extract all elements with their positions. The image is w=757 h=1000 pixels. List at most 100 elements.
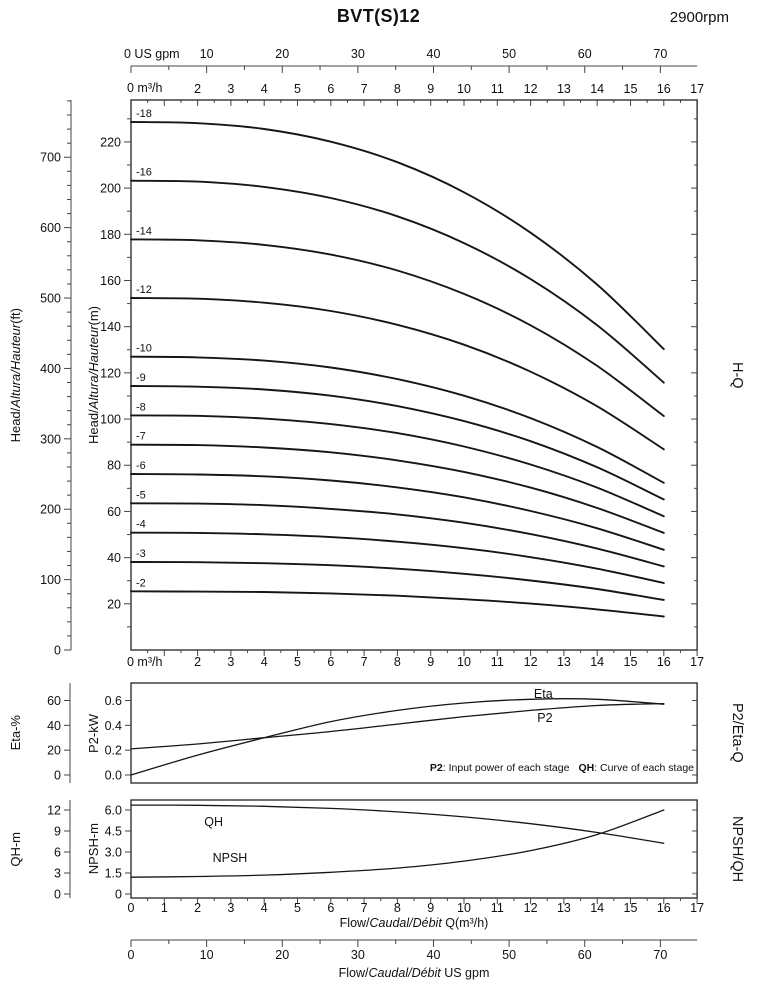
hq-curve-stage-6 xyxy=(130,473,665,551)
svg-text:40: 40 xyxy=(427,948,441,962)
svg-text:6: 6 xyxy=(54,846,61,860)
svg-text:5: 5 xyxy=(294,655,301,669)
svg-text:17: 17 xyxy=(690,901,704,915)
svg-text:3: 3 xyxy=(227,901,234,915)
svg-text:9: 9 xyxy=(54,825,61,839)
svg-text:10: 10 xyxy=(200,948,214,962)
p2-curve xyxy=(130,702,665,750)
stage-label--2: -2 xyxy=(136,577,146,589)
note-p2-desc: : Input power of each stage xyxy=(442,762,570,774)
svg-text:10: 10 xyxy=(200,47,214,61)
panel-label-hq: H-Q xyxy=(729,361,745,389)
svg-text:7: 7 xyxy=(361,82,368,96)
svg-text:0.6: 0.6 xyxy=(105,694,122,708)
npsh-curve xyxy=(130,809,665,878)
svg-text:0: 0 xyxy=(115,888,122,902)
svg-text:6.0: 6.0 xyxy=(105,804,122,818)
svg-text:400: 400 xyxy=(40,362,61,376)
svg-text:8: 8 xyxy=(394,82,401,96)
axis-title-eta: Eta-% xyxy=(7,715,23,751)
svg-text:180: 180 xyxy=(100,228,121,242)
rpm-label: 2900rpm xyxy=(669,9,729,26)
hq-curve-stage-16 xyxy=(130,179,665,384)
svg-text:16: 16 xyxy=(657,82,671,96)
svg-text:700: 700 xyxy=(40,151,61,165)
svg-text:80: 80 xyxy=(107,459,121,473)
gpm-zero-label: 0 US gpm xyxy=(124,47,180,61)
svg-text:4: 4 xyxy=(261,655,268,669)
svg-text:5: 5 xyxy=(294,82,301,96)
note-qh-desc: : Curve of each stage xyxy=(594,762,694,774)
eta-curve-label: Eta xyxy=(534,687,553,701)
svg-text:20: 20 xyxy=(275,948,289,962)
svg-text:0: 0 xyxy=(54,644,61,658)
svg-text:0: 0 xyxy=(54,888,61,902)
svg-text:3.0: 3.0 xyxy=(105,846,122,860)
hq-curve-stage-7 xyxy=(130,443,665,534)
hq-curve-stage-18 xyxy=(130,121,665,351)
stage-label--16: -16 xyxy=(136,167,152,179)
svg-text:6: 6 xyxy=(327,901,334,915)
svg-text:60: 60 xyxy=(578,948,592,962)
svg-text:6: 6 xyxy=(327,82,334,96)
svg-text:20: 20 xyxy=(275,47,289,61)
hq-plot: 20 40 60 80 100 120 140 160 180 200 220 0 100 200 300 4… xyxy=(40,99,704,669)
svg-text:40: 40 xyxy=(47,719,61,733)
m3h-zero-top-label: 0 m³/h xyxy=(127,81,163,95)
hq-curve-stage-3 xyxy=(130,561,665,601)
hq-curve-stage-9 xyxy=(130,385,665,501)
stage-label--14: -14 xyxy=(136,225,152,237)
svg-text:0: 0 xyxy=(128,901,135,915)
svg-text:6: 6 xyxy=(327,655,334,669)
svg-text:3: 3 xyxy=(54,867,61,881)
svg-text:9: 9 xyxy=(427,655,434,669)
svg-text:16: 16 xyxy=(657,655,671,669)
svg-text:3: 3 xyxy=(227,655,234,669)
svg-text:12: 12 xyxy=(524,655,538,669)
note-qh-term: QH xyxy=(578,762,595,774)
axis-title-flow-gpm: Flow/Caudal/Débit US gpm xyxy=(338,966,490,980)
svg-text:500: 500 xyxy=(40,292,61,306)
svg-text:15: 15 xyxy=(624,82,638,96)
page-title: BVT(S)12 xyxy=(336,6,421,26)
svg-text:200: 200 xyxy=(100,182,121,196)
svg-text:50: 50 xyxy=(502,948,516,962)
svg-text:4: 4 xyxy=(261,82,268,96)
svg-text:1: 1 xyxy=(161,901,168,915)
svg-text:120: 120 xyxy=(100,366,121,380)
svg-text:2: 2 xyxy=(194,655,201,669)
svg-text:300: 300 xyxy=(40,432,61,446)
p2-curve-label: P2 xyxy=(537,711,552,725)
svg-text:2: 2 xyxy=(194,901,201,915)
stage-label--5: -5 xyxy=(136,489,146,501)
stage-label--12: -12 xyxy=(136,284,152,296)
svg-text:4: 4 xyxy=(261,901,268,915)
svg-text:4.5: 4.5 xyxy=(105,825,122,839)
svg-text:13: 13 xyxy=(557,82,571,96)
stage-label--8: -8 xyxy=(136,401,146,413)
bottom-gpm-axis: 0 10 20 30 40 50 60 70 xyxy=(128,939,698,962)
svg-text:600: 600 xyxy=(40,221,61,235)
hq-curve-stage-12 xyxy=(130,297,665,451)
svg-text:40: 40 xyxy=(107,551,121,565)
m3h-zero-bottom-label: 0 m³/h xyxy=(127,655,163,669)
svg-text:15: 15 xyxy=(624,901,638,915)
axis-title-flow-m3h: Flow/Caudal/Débit Q(m³/h) xyxy=(339,916,489,930)
panel-label-p2eta: P2/Eta-Q xyxy=(729,703,745,763)
stage-label--10: -10 xyxy=(136,343,152,355)
stage-label--9: -9 xyxy=(136,372,146,384)
svg-text:2: 2 xyxy=(194,82,201,96)
svg-text:8: 8 xyxy=(394,901,401,915)
svg-text:20: 20 xyxy=(47,744,61,758)
npsh-curve-label: NPSH xyxy=(213,851,248,865)
svg-text:0: 0 xyxy=(54,769,61,783)
axis-title-head-m: Head/Altura/Hauteur(m) xyxy=(85,305,101,445)
svg-text:20: 20 xyxy=(107,597,121,611)
svg-text:30: 30 xyxy=(351,948,365,962)
svg-text:12: 12 xyxy=(47,804,61,818)
svg-text:100: 100 xyxy=(40,573,61,587)
svg-text:140: 140 xyxy=(100,320,121,334)
